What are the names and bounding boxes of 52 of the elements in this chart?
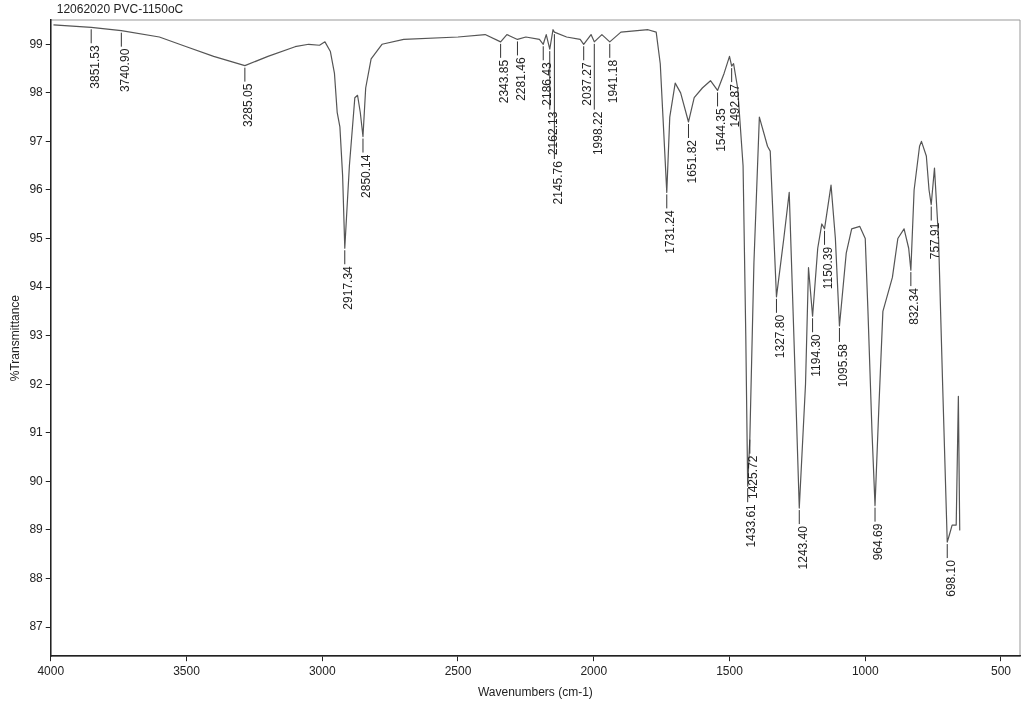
x-tick-label: 500 — [990, 663, 1012, 678]
y-tick-label: 88 — [29, 570, 44, 585]
annotation: 2145.76 — [550, 160, 565, 205]
y-tick-label: 90 — [29, 473, 44, 488]
annotation: 964.69 — [871, 523, 886, 561]
x-tick-label: 1000 — [851, 663, 879, 678]
annotation: 1194.30 — [808, 333, 823, 377]
annotation: 3851.53 — [87, 44, 102, 89]
x-tick-label: 3500 — [173, 663, 201, 678]
y-tick-label: 87 — [29, 619, 44, 634]
annotation: 757.91 — [927, 222, 942, 260]
x-tick-label: 2000 — [580, 663, 608, 678]
y-tick-label: 99 — [29, 36, 44, 51]
annotation: 1731.24 — [663, 210, 678, 254]
annotation: 2343.85 — [496, 59, 511, 104]
y-tick-label: 95 — [29, 230, 44, 245]
y-tick-label: 93 — [29, 327, 44, 342]
y-tick-label: 89 — [29, 522, 44, 537]
annotation: 1941.18 — [606, 59, 621, 104]
y-tick-label: 97 — [29, 133, 44, 148]
annotation: 1651.82 — [684, 139, 699, 184]
y-tick-label: 96 — [29, 182, 44, 197]
annotation: 1998.22 — [590, 111, 605, 156]
x-axis-title: Wavenumbers (cm-1) — [477, 685, 593, 700]
annotation: 1492.87 — [727, 83, 742, 128]
chart-title: 12062020 PVC-1150oC — [56, 2, 184, 17]
annotation: 2037.27 — [580, 61, 595, 106]
y-axis-title: %Transmittance — [7, 294, 22, 382]
annotation: 1544.35 — [713, 108, 728, 152]
annotation: 1095.58 — [835, 343, 850, 388]
x-tick-label: 3000 — [308, 663, 336, 678]
annotation: 1243.40 — [795, 525, 810, 570]
annotation: 2162.13 — [546, 111, 561, 156]
y-tick-label: 94 — [29, 279, 44, 294]
annotation: 3285.05 — [241, 83, 256, 128]
annotation: 3740.90 — [117, 48, 132, 93]
annotation: 2281.46 — [513, 57, 528, 101]
x-tick-label: 1500 — [716, 663, 744, 678]
annotation: 1327.80 — [772, 314, 787, 359]
annotation: 2917.34 — [341, 265, 356, 310]
annotation: 2186.43 — [539, 61, 554, 106]
annotation: 832.34 — [907, 287, 922, 325]
annotation: 1150.39 — [820, 246, 835, 290]
x-tick-label: 4000 — [37, 663, 65, 678]
y-tick-label: 98 — [29, 85, 44, 100]
annotation: 1425.72 — [746, 455, 761, 500]
annotation: 1433.61 — [744, 503, 758, 548]
annotation: 698.10 — [943, 559, 958, 597]
x-tick-label: 2500 — [444, 663, 472, 678]
y-tick-label: 91 — [29, 425, 44, 440]
annotation: 2850.14 — [359, 154, 374, 198]
y-tick-label: 92 — [29, 376, 44, 391]
